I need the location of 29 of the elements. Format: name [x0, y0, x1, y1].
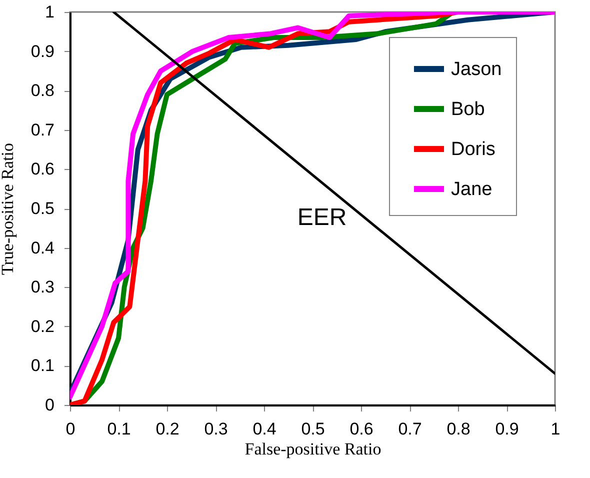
y-tick-label: 0.7 — [30, 120, 54, 140]
y-axis-title: True-positive Ratio — [0, 142, 17, 276]
legend-label: Doris — [451, 139, 496, 160]
legend-label: Jane — [451, 179, 492, 200]
y-tick-label: 0.2 — [30, 316, 54, 336]
x-tick-label: 0 — [66, 420, 76, 438]
y-tick-label: 1 — [45, 2, 54, 22]
y-tick-label: 0.8 — [30, 81, 54, 100]
x-axis-title: False-positive Ratio — [244, 440, 382, 458]
x-tick-label: 0.3 — [204, 420, 228, 438]
y-tick-label: 0.3 — [30, 278, 54, 297]
x-tick-label: 0.4 — [252, 420, 276, 438]
x-tick-label: 0.7 — [398, 420, 422, 438]
x-tick-label: 0.5 — [301, 420, 325, 438]
y-tick-label: 0.9 — [30, 42, 54, 61]
x-tick-label: 0.9 — [495, 420, 519, 438]
x-tick-label: 0.6 — [350, 420, 374, 438]
y-tick-label: 0.4 — [30, 238, 54, 258]
annotation: EER — [297, 204, 347, 231]
x-tick-label: 0.2 — [156, 420, 180, 438]
y-tick-label: 0.1 — [30, 356, 54, 376]
x-tick-label: 1 — [550, 420, 560, 438]
legend-label: Bob — [451, 99, 485, 120]
y-tick-label: 0.6 — [30, 160, 54, 179]
y-tick-label: 0 — [45, 396, 54, 414]
y-tick-label: 0.5 — [30, 199, 54, 218]
legend-label: Jason — [451, 59, 502, 80]
x-tick-label: 0.8 — [446, 420, 470, 438]
x-tick-label: 0.1 — [107, 420, 131, 438]
